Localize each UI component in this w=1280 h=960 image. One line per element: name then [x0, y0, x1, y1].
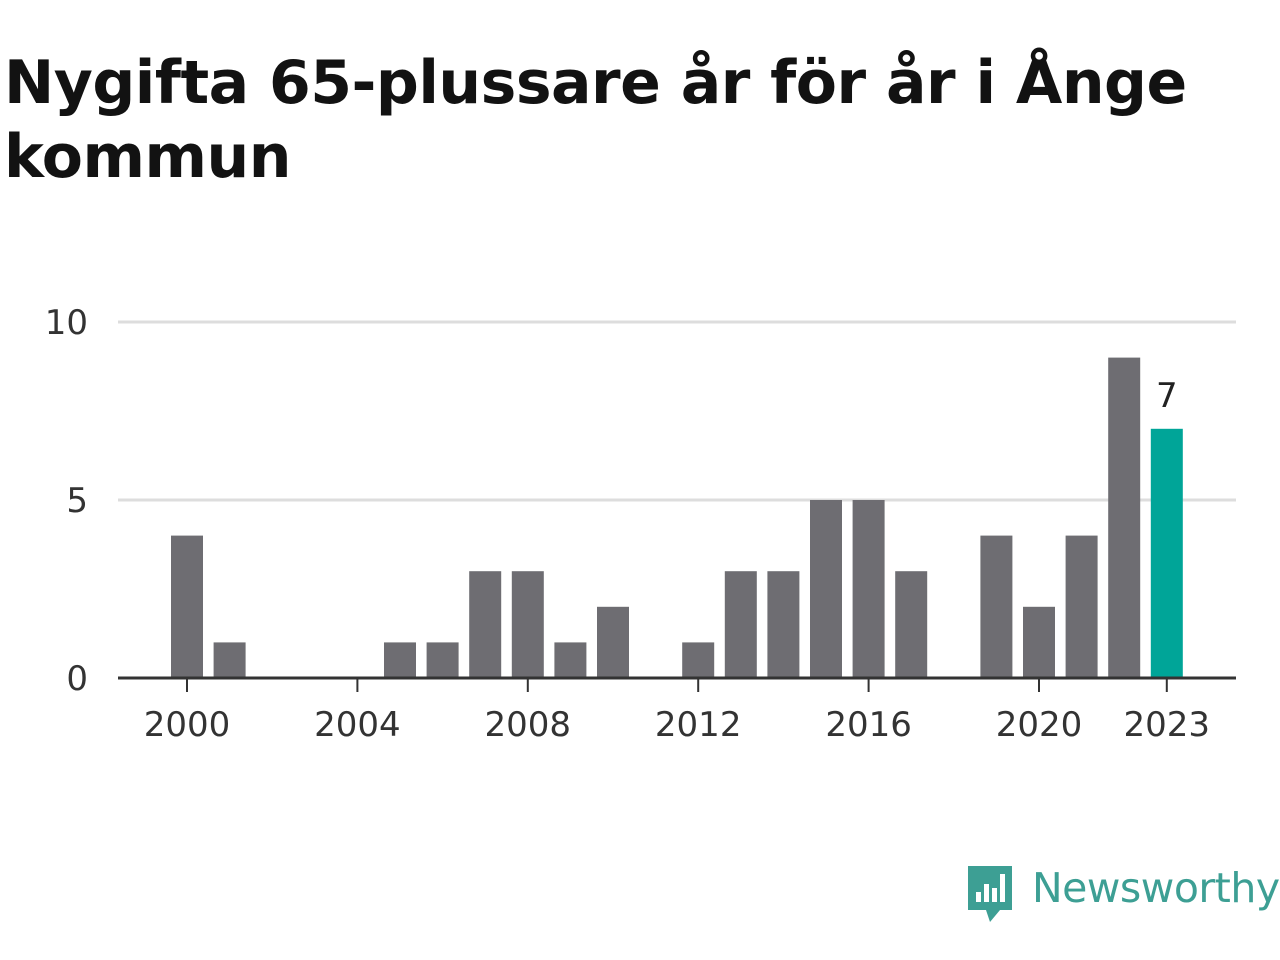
bars [171, 357, 1183, 678]
bar-2021 [1065, 535, 1098, 678]
bar-2016 [852, 500, 885, 678]
chart-title: Nygifta 65-plussare år för år i Ånge kom… [4, 48, 1187, 192]
bar-2015 [810, 500, 842, 678]
x-tick-label: 2012 [655, 705, 742, 745]
x-axis-labels: 2000 2004 2008 2012 2016 2020 2023 [144, 705, 1210, 745]
bar-2012 [682, 642, 715, 678]
bar-2001 [213, 642, 246, 678]
bar-2005 [384, 642, 416, 678]
bar-2022 [1108, 357, 1141, 678]
data-labels: 7 [1156, 376, 1178, 416]
x-tick-label: 2004 [314, 705, 401, 745]
gridlines [118, 320, 1236, 502]
bar-2023 [1150, 428, 1183, 678]
x-tick-label: 2016 [825, 705, 912, 745]
x-tick-label: 2008 [485, 705, 572, 745]
bar-2019 [980, 535, 1013, 678]
newsworthy-logo-icon [968, 866, 1012, 922]
bar-2010 [597, 606, 629, 678]
y-axis-labels: 0 5 10 [45, 303, 88, 699]
data-label-2023: 7 [1156, 376, 1178, 416]
bar-2007 [469, 571, 502, 678]
y-tick-label: 0 [66, 659, 88, 699]
bar-2020 [1023, 606, 1055, 678]
x-axis [118, 676, 1236, 692]
bar-2009 [554, 642, 587, 678]
bar-2000 [171, 535, 203, 678]
x-tick-label: 2020 [996, 705, 1083, 745]
bar-2006 [426, 642, 459, 678]
y-tick-label: 10 [45, 303, 88, 343]
x-tick-label: 2000 [144, 705, 231, 745]
bar-2014 [767, 571, 800, 678]
bar-2008 [511, 571, 544, 678]
y-tick-label: 5 [66, 481, 88, 521]
bar-2013 [724, 571, 757, 678]
x-tick-label: 2023 [1124, 705, 1211, 745]
bar-2017 [895, 571, 928, 678]
brand-name: Newsworthy [1032, 864, 1280, 912]
newsworthy-brand: Newsworthy [964, 862, 1280, 926]
